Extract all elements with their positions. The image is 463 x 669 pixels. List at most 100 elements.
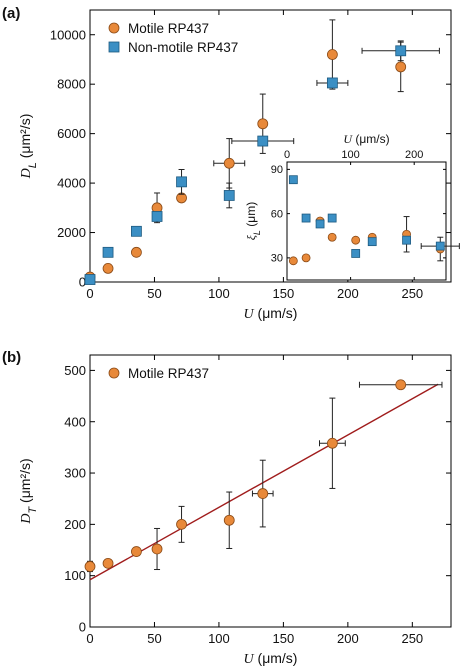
panel-a-label: (a) [2,5,20,22]
x-axis-symbol: U [343,132,353,146]
data-point-circle [151,543,163,555]
y-axis-symbol: D [19,514,34,525]
data-point-circle [257,488,269,499]
data-point-square [315,219,325,229]
y-tick-label: 6000 [57,126,86,141]
y-axis-symbol: ξ [244,234,258,240]
x-axis-label: U (μm/s) [244,305,298,322]
y-tick-label: 60 [271,208,283,220]
y-tick-label: 200 [64,517,86,532]
data-point-circle [351,235,361,245]
x-tick-label: 0 [86,631,93,646]
legend-marker-square [108,41,120,53]
y-axis-symbol: D [19,168,34,179]
data-point-square [288,175,298,185]
data-point-square [327,213,337,223]
y-axis-unit: (μm²/s) [17,458,33,507]
data-point-circle [326,49,338,60]
x-tick-label: 100 [208,286,230,301]
data-point-square [395,45,407,57]
data-point-square [223,190,235,201]
x-axis-unit: (μm/s) [352,132,390,146]
y-tick-label: 4000 [57,176,86,191]
y-tick-label: 2000 [57,225,86,240]
fit-line [89,383,439,581]
y-tick-label: 90 [271,164,283,176]
y-axis-subscript: L [252,230,262,235]
data-point-circle [131,246,142,258]
x-tick-label: 200 [337,631,359,646]
plot-frame [286,161,447,281]
x-tick-label: 200 [337,286,359,301]
data-point-square [102,246,114,258]
y-tick-label: 10000 [50,27,86,42]
data-point-square [435,241,445,251]
x-tick-label: 250 [401,631,423,646]
x-tick-label: 100 [208,631,230,646]
data-point-square [367,237,377,247]
x-axis-unit: (μm/s) [254,650,298,666]
y-axis-unit: (μm) [244,202,258,230]
y-axis-subscript: L [27,162,39,168]
data-point-square [402,235,411,245]
data-point-circle [223,514,235,526]
y-tick-label: 100 [64,568,86,583]
x-axis-unit: (μm/s) [254,305,298,321]
x-tick-label: 50 [147,286,161,301]
y-tick-label: 8000 [57,77,86,92]
x-tick-label: 100 [341,149,359,161]
legend-marker-circle [108,22,120,34]
data-point-circle [326,437,338,449]
x-tick-label: 250 [401,286,423,301]
y-tick-label: 0 [79,620,86,635]
data-point-circle [176,518,187,530]
legend-label: Non-motile RP437 [128,40,238,55]
x-axis-label: U (μm/s) [244,650,298,667]
data-point-circle [395,379,407,391]
data-point-circle [84,561,96,572]
data-point-circle [131,546,142,557]
y-axis-subscript: T [27,506,39,514]
x-tick-label: 0 [284,149,290,161]
panel-a-inset-chart: 0 100 200 30 60 90 U (μm/s) ξL (μm) [244,132,460,281]
y-axis-label: ξL (μm) [244,202,262,240]
x-tick-label: 50 [147,631,161,646]
data-point-square [301,213,311,223]
legend-label: Motile RP437 [128,366,209,381]
data-point-circle [102,557,114,569]
panel-b-label: (b) [2,349,21,366]
legend-marker-circle [108,367,120,379]
data-point-square [176,176,187,188]
y-axis-label: DL (μm²/s) [17,114,39,180]
x-tick-label: 150 [273,286,295,301]
plot-frame [89,354,452,628]
y-axis-label: DT (μm²/s) [17,458,39,524]
data-point-circle [301,253,311,263]
x-axis-symbol: U [244,652,255,667]
data-point-square [131,225,142,237]
legend-label: Motile RP437 [128,21,209,36]
data-point-circle [102,262,114,274]
data-point-square [351,249,361,258]
data-point-circle [257,118,269,130]
y-tick-label: 0 [79,275,86,290]
data-point-square [326,77,338,89]
plot-frame [89,9,452,283]
y-tick-label: 30 [271,253,283,265]
panel-b-chart: 0 50 100 150 200 250 0 100 200 300 400 500 U (μm/s) D… [17,354,452,667]
data-point-square [257,135,269,147]
x-tick-label: 0 [86,286,93,301]
y-tick-label: 300 [64,466,86,481]
data-point-square [151,211,163,222]
data-point-circle [395,61,407,73]
data-point-circle [327,232,337,242]
data-point-square [84,274,96,285]
y-tick-label: 500 [64,363,86,378]
x-tick-label: 200 [405,149,423,161]
data-point-circle [288,256,298,266]
x-tick-label: 150 [273,631,295,646]
x-axis-label: U (μm/s) [343,132,389,146]
y-tick-label: 400 [64,414,86,429]
